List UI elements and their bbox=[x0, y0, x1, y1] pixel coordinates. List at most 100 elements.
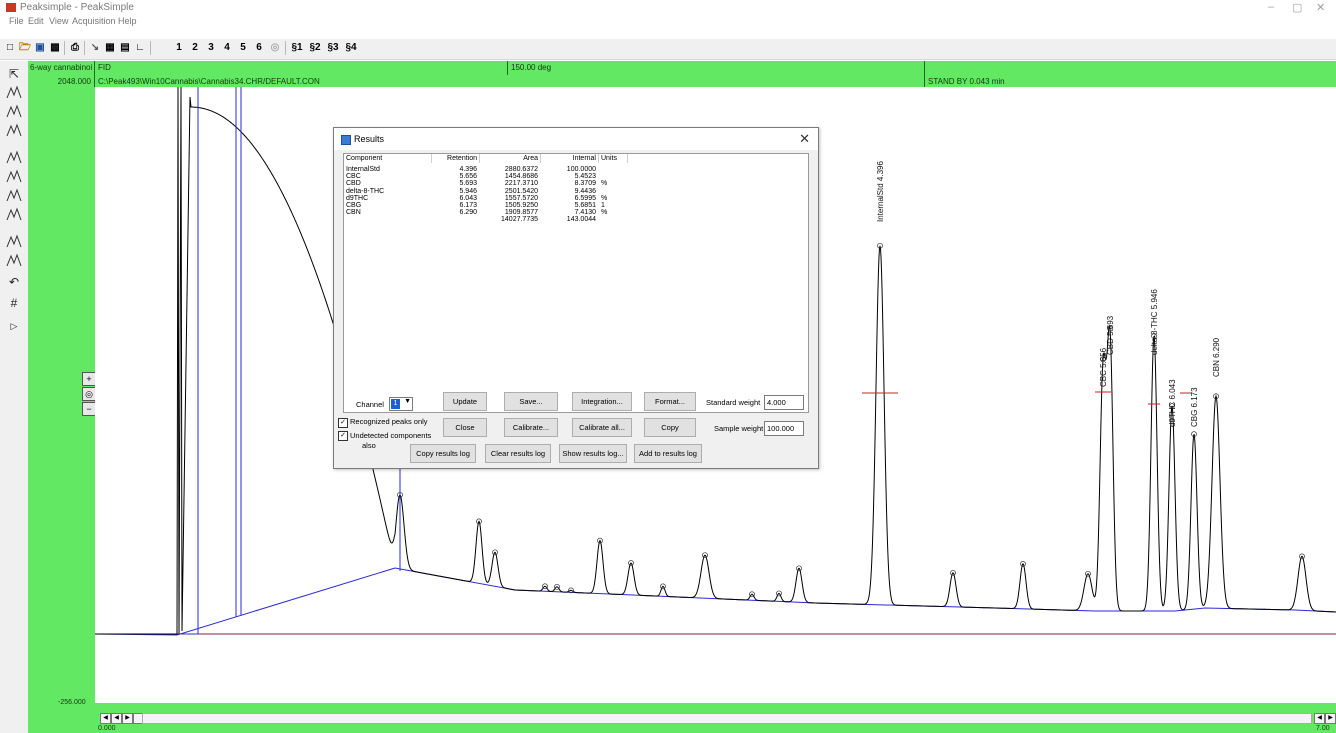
channel-6-button[interactable]: 6 bbox=[256, 42, 262, 53]
result-component-cell: CBD bbox=[346, 180, 361, 188]
peak-tool-3-icon[interactable] bbox=[5, 123, 23, 139]
format-button[interactable]: Format... bbox=[644, 392, 696, 411]
zoom-in-icon[interactable]: + bbox=[82, 372, 96, 386]
overlay-3-button[interactable]: §3 bbox=[327, 42, 339, 53]
close-button[interactable]: Close bbox=[443, 418, 487, 437]
grid-icon[interactable]: ▦ bbox=[105, 42, 115, 53]
recognized-peaks-checkbox[interactable]: ✓ bbox=[338, 418, 348, 428]
result-area-cell: 1909.8577 bbox=[504, 209, 538, 217]
peak-label: d9THC 6.043 bbox=[1168, 379, 1177, 427]
baseline-trace bbox=[94, 567, 1336, 636]
grid-hash-icon[interactable]: # bbox=[10, 296, 18, 310]
overlay-4-button[interactable]: §4 bbox=[345, 42, 357, 53]
all-channels-icon[interactable]: ◎ bbox=[270, 42, 280, 53]
peak-tool-9-icon[interactable] bbox=[5, 253, 23, 269]
pointer-icon[interactable]: ⇱ bbox=[8, 67, 20, 81]
save-disk-icon[interactable]: ▣ bbox=[35, 42, 45, 53]
y-max-value: 2048.000 bbox=[57, 77, 91, 86]
column-header-retention[interactable]: Retention bbox=[432, 154, 480, 163]
menu-help[interactable]: Help bbox=[118, 16, 137, 26]
peak-tool-2-icon[interactable] bbox=[5, 104, 23, 120]
column-header-component[interactable]: Component bbox=[344, 154, 432, 163]
overlay-2-button[interactable]: §2 bbox=[309, 42, 321, 53]
tool-options-icon[interactable]: ▷ bbox=[10, 321, 18, 331]
axis-icon[interactable]: ∟ bbox=[135, 42, 145, 53]
peak-tool-5-icon[interactable] bbox=[5, 169, 23, 185]
result-retention-cell: 6.173 bbox=[459, 202, 477, 209]
scroll-first-icon[interactable]: ◀ bbox=[100, 713, 111, 724]
new-file-icon[interactable]: □ bbox=[6, 42, 14, 53]
peak-tool-1-icon[interactable] bbox=[5, 85, 23, 101]
update-button[interactable]: Update bbox=[443, 392, 487, 411]
integration-button[interactable]: Integration... bbox=[572, 392, 632, 411]
standard-weight-input[interactable]: 4.000 bbox=[764, 395, 804, 410]
scroll-left-icon[interactable]: ◀ bbox=[111, 713, 122, 724]
peak-apex-marker bbox=[397, 492, 403, 498]
channel-4-button[interactable]: 4 bbox=[224, 42, 230, 53]
column-header-internal[interactable]: Internal bbox=[541, 154, 599, 163]
save-all-icon[interactable]: ▩ bbox=[50, 42, 60, 53]
peak-label: InternalStd 4.396 bbox=[876, 161, 885, 222]
file-path: C:\Peak493\Win10Cannabis\Cannabis34.CHR/… bbox=[94, 75, 320, 87]
results-table[interactable]: Component Retention Area Internal Units … bbox=[343, 153, 809, 413]
table-icon[interactable]: ▤ bbox=[120, 42, 130, 53]
temperature-readout: 150.00 deg bbox=[507, 61, 551, 75]
zoom-out-icon[interactable]: − bbox=[82, 402, 96, 416]
channel-5-button[interactable]: 5 bbox=[240, 42, 246, 53]
horizontal-scrollbar[interactable] bbox=[142, 713, 1312, 724]
dialog-close-icon[interactable]: ✕ bbox=[799, 131, 810, 146]
peak-tool-6-icon[interactable] bbox=[5, 188, 23, 204]
minimize-button[interactable]: – bbox=[1268, 1, 1275, 13]
peak-tool-icon[interactable]: ↘ bbox=[90, 42, 100, 53]
scroll-right-icon[interactable]: ▶ bbox=[122, 713, 133, 724]
undo-icon[interactable]: ↶ bbox=[8, 275, 20, 289]
standard-weight-label: Standard weight bbox=[706, 398, 761, 407]
calibrate-all-button[interactable]: Calibrate all... bbox=[572, 418, 632, 437]
chevron-down-icon: ▼ bbox=[404, 398, 411, 405]
zoom-reset-icon[interactable]: ◎ bbox=[82, 387, 96, 401]
peak-apex-marker bbox=[950, 569, 956, 576]
menu-view[interactable]: View bbox=[49, 16, 69, 26]
undetected-components-checkbox[interactable]: ✓ bbox=[338, 431, 348, 441]
result-internal-cell: 6.5995 bbox=[574, 194, 596, 202]
calibrate-button[interactable]: Calibrate... bbox=[504, 418, 558, 437]
result-units-cell: 1 bbox=[601, 202, 605, 209]
peak-apex-marker bbox=[476, 518, 482, 525]
show-results-log-button[interactable]: Show results log... bbox=[559, 444, 627, 463]
result-area-cell: 2217.3710 bbox=[504, 180, 538, 188]
channel-label: Channel bbox=[356, 400, 384, 409]
open-folder-icon[interactable]: 🗁 bbox=[18, 42, 32, 53]
add-to-results-log-button[interactable]: Add to results log bbox=[634, 444, 702, 463]
column-header-units[interactable]: Units bbox=[599, 154, 628, 163]
peak-tool-7-icon[interactable] bbox=[5, 207, 23, 223]
column-header-area[interactable]: Area bbox=[480, 154, 541, 163]
menu-edit[interactable]: Edit bbox=[28, 16, 44, 26]
status-readout: STAND BY 0.043 min bbox=[924, 75, 1005, 87]
menu-file[interactable]: File bbox=[9, 16, 24, 26]
maximize-button[interactable]: ▢ bbox=[1292, 2, 1303, 14]
close-window-button[interactable]: ✕ bbox=[1316, 2, 1326, 14]
results-dialog: Results ✕ Component Retention Area Inter… bbox=[333, 127, 819, 469]
copy-button[interactable]: Copy bbox=[644, 418, 696, 437]
channel-3-button[interactable]: 3 bbox=[208, 42, 214, 53]
result-retention-cell: 6.043 bbox=[459, 194, 477, 202]
dialog-title: Results bbox=[354, 134, 385, 144]
channel-select[interactable]: 1 ▼ bbox=[389, 397, 413, 411]
peak-tool-8-icon[interactable] bbox=[5, 234, 23, 250]
peak-apex-marker bbox=[702, 552, 708, 559]
scroll-end-left-icon[interactable]: ◀ bbox=[1314, 713, 1325, 724]
scroll-end-right-icon[interactable]: ▶ bbox=[1325, 713, 1336, 724]
overlay-1-button[interactable]: §1 bbox=[291, 42, 303, 53]
clear-results-log-button[interactable]: Clear results log bbox=[485, 444, 551, 463]
sample-weight-input[interactable]: 100.000 bbox=[764, 421, 804, 436]
channel-1-button[interactable]: 1 bbox=[176, 42, 182, 53]
channel-2-button[interactable]: 2 bbox=[192, 42, 198, 53]
peak-tool-4-icon[interactable] bbox=[5, 150, 23, 166]
menu-acquisition[interactable]: Acquisition bbox=[72, 16, 116, 26]
print-icon[interactable]: ⎙ bbox=[71, 42, 79, 53]
save-button[interactable]: Save... bbox=[504, 392, 558, 411]
peak-label: CBG 6.173 bbox=[1190, 387, 1199, 427]
result-component-cell: CBC bbox=[346, 173, 361, 181]
copy-results-log-button[interactable]: Copy results log bbox=[410, 444, 476, 463]
